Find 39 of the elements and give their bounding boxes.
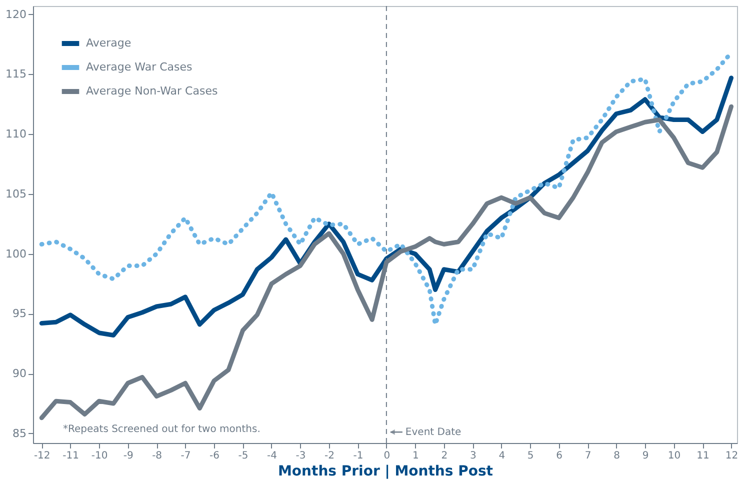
x-tick-label: 3 bbox=[470, 450, 476, 462]
legend-label: Average War Cases bbox=[86, 60, 193, 74]
x-tick-label: 10 bbox=[668, 450, 681, 462]
x-tick-label: -9 bbox=[123, 450, 134, 462]
x-tick-label: 11 bbox=[696, 450, 710, 462]
x-tick-label: -5 bbox=[238, 450, 248, 462]
x-tick-label: -2 bbox=[324, 450, 334, 462]
x-tick-label: 8 bbox=[614, 450, 620, 462]
x-tick-label: 7 bbox=[584, 450, 592, 462]
x-tick-label: -7 bbox=[180, 450, 191, 462]
ref-line-label: Event Date bbox=[405, 427, 462, 438]
x-tick-label: -12 bbox=[34, 450, 50, 462]
x-tick-label: -11 bbox=[62, 450, 80, 462]
x-tick-label: -4 bbox=[267, 450, 277, 462]
x-tick-label: 12 bbox=[725, 450, 738, 462]
y-tick-label: 100 bbox=[6, 247, 26, 260]
x-tick-label: 2 bbox=[441, 450, 448, 462]
x-tick-label: 4 bbox=[498, 450, 506, 462]
x-tick-label: -6 bbox=[210, 450, 220, 462]
x-tick-label: -1 bbox=[353, 450, 364, 462]
y-tick-label: 95 bbox=[12, 307, 26, 320]
x-tick-label: 0 bbox=[384, 450, 390, 462]
y-tick-label: 115 bbox=[6, 68, 26, 81]
x-axis-title: Months Prior | Months Post bbox=[278, 464, 494, 480]
y-tick-label: 105 bbox=[6, 187, 26, 200]
x-tick-label: -8 bbox=[152, 450, 162, 462]
x-tick-label: -10 bbox=[91, 450, 108, 462]
y-tick-label: 85 bbox=[12, 426, 26, 440]
x-tick-label: 5 bbox=[527, 450, 534, 462]
y-tick-label: 110 bbox=[6, 128, 26, 141]
y-tick-label: 90 bbox=[12, 367, 26, 380]
x-tick-label: -3 bbox=[296, 450, 306, 462]
annotation: *Repeats Screened out for two months. bbox=[63, 424, 260, 435]
x-tick-label: 1 bbox=[412, 450, 419, 462]
x-tick-label: 6 bbox=[556, 450, 563, 462]
legend-label: Average bbox=[86, 36, 132, 50]
legend-label: Average Non-War Cases bbox=[86, 84, 218, 98]
y-tick-label: 120 bbox=[6, 8, 26, 21]
x-tick-label: 9 bbox=[642, 450, 649, 462]
